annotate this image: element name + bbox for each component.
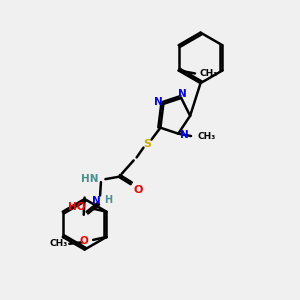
Text: O: O bbox=[80, 236, 88, 246]
Text: H: H bbox=[104, 195, 112, 205]
Text: N: N bbox=[178, 88, 187, 98]
Text: S: S bbox=[143, 139, 151, 149]
Text: HN: HN bbox=[81, 174, 99, 184]
Text: CH₃: CH₃ bbox=[49, 239, 67, 248]
Text: O: O bbox=[134, 184, 143, 194]
Text: N: N bbox=[92, 196, 101, 206]
Text: N: N bbox=[154, 98, 162, 107]
Text: CH₃: CH₃ bbox=[200, 69, 218, 78]
Text: CH₃: CH₃ bbox=[198, 131, 216, 140]
Text: HO: HO bbox=[68, 202, 86, 212]
Text: N: N bbox=[180, 130, 189, 140]
